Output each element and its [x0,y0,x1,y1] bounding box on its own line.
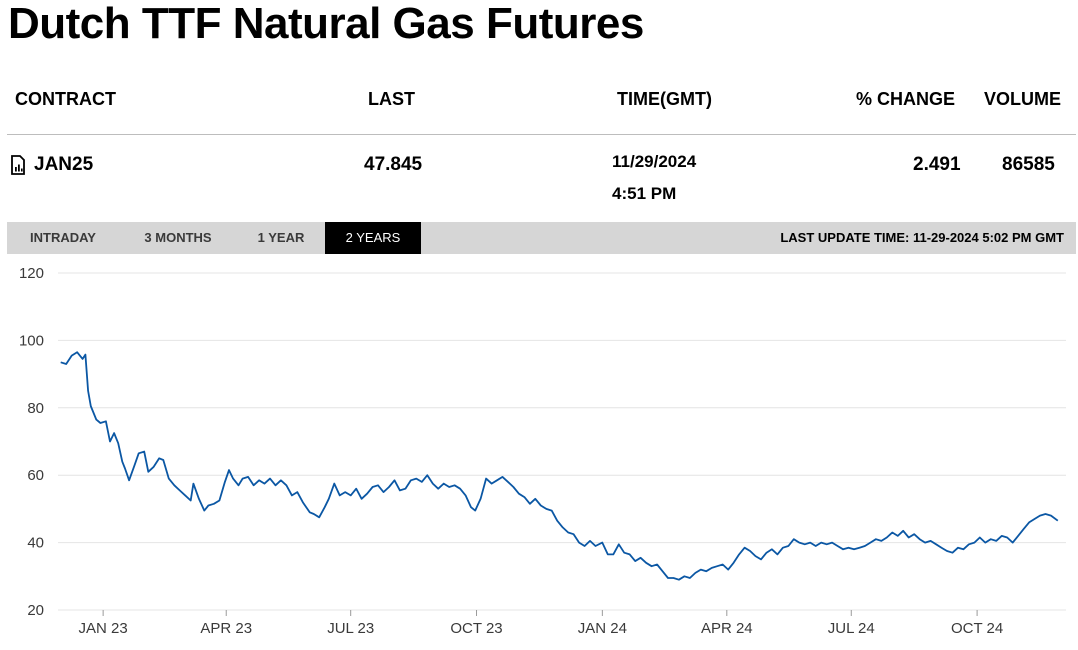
trade-date: 11/29/2024 [612,152,697,171]
tab-2-years[interactable]: 2 YEARS [325,222,421,254]
y-tick-label: 80 [27,400,44,417]
table-divider [7,134,1076,135]
trade-time: 4:51 PM [612,184,677,203]
x-tick-label: JUL 24 [828,620,875,637]
x-tick-label: JAN 24 [578,620,627,637]
y-tick-label: 40 [27,535,44,552]
last-price: 47.845 [364,154,423,175]
last-update-time: LAST UPDATE TIME: 11-29-2024 5:02 PM GMT [780,230,1064,245]
percent-change: 2.491 [913,154,961,175]
tab-intraday[interactable]: INTRADAY [30,230,96,245]
tab-1-year[interactable]: 1 YEAR [257,230,305,245]
x-tick-label: OCT 23 [450,620,502,637]
y-tick-label: 120 [19,265,44,282]
y-tick-label: 60 [27,467,44,484]
x-tick-label: JAN 23 [79,620,128,637]
tab-3-months[interactable]: 3 MONTHS [144,230,212,245]
x-tick-label: APR 23 [200,620,252,637]
price-chart: 20 40 60 80 100 120 JAN 23 APR 23 JUL 23 OCT 23 JA… [19,265,1066,637]
header-volume: VOLUME [984,89,1062,109]
header-change: % CHANGE [856,89,956,109]
range-tab-bar: INTRADAY 3 MONTHS 1 YEAR 2 YEARS LAST UP… [7,222,1076,254]
volume: 86585 [1002,154,1055,175]
x-tick-label: JUL 23 [327,620,374,637]
y-tick-label: 100 [19,332,44,349]
x-tick-label: OCT 24 [951,620,1003,637]
page-title: Dutch TTF Natural Gas Futures [8,0,644,48]
y-tick-label: 20 [27,602,44,619]
x-tick-label: APR 24 [701,620,753,637]
header-contract: CONTRACT [15,89,116,109]
document-chart-icon[interactable] [10,155,26,175]
header-time: TIME(GMT) [617,89,712,109]
series-line[interactable] [60,351,1059,581]
contract-cell[interactable]: JAN25 [10,154,93,176]
contract-name[interactable]: JAN25 [34,154,94,175]
header-last: LAST [368,89,415,109]
